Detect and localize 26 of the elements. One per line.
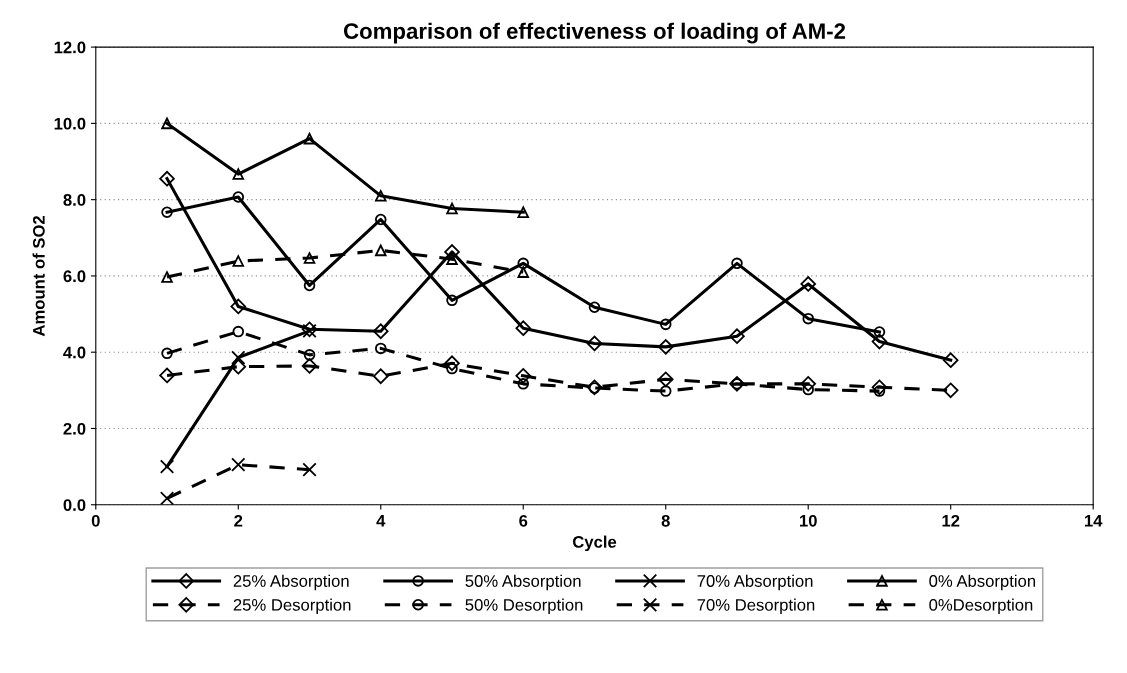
y-tick-label: 0.0 bbox=[63, 499, 86, 511]
legend-label: 25% Desorption bbox=[233, 598, 351, 615]
y-tick-label: 6.0 bbox=[63, 270, 86, 283]
legend-label: 0%Desorption bbox=[929, 598, 1033, 615]
x-tick-label: 2 bbox=[234, 514, 243, 527]
x-tick-label: 8 bbox=[661, 514, 670, 527]
x-tick-label: 12 bbox=[942, 514, 960, 527]
y-axis-title: Amount of SO2 bbox=[32, 215, 45, 337]
legend-label: 25% Absorption bbox=[233, 574, 349, 591]
chart-title: Comparison of effectiveness of loading of AM-2 bbox=[343, 22, 846, 44]
x-tick-label: 14 bbox=[1084, 515, 1103, 527]
x-tick-label: 0 bbox=[91, 514, 100, 527]
legend-label: 50% Absorption bbox=[465, 574, 581, 591]
legend-label: 0% Absorption bbox=[929, 574, 1036, 591]
y-tick-label: 12.0 bbox=[54, 41, 86, 54]
y-tick-label: 4.0 bbox=[63, 346, 86, 359]
legend-label: 50% Desorption bbox=[465, 598, 583, 615]
y-tick-label: 2.0 bbox=[63, 422, 86, 435]
legend-label: 70% Desorption bbox=[697, 598, 815, 615]
x-tick-label: 6 bbox=[519, 514, 528, 527]
y-tick-label: 10.0 bbox=[54, 117, 86, 130]
x-tick-label: 10 bbox=[800, 514, 817, 527]
legend-label: 70% Absorption bbox=[697, 574, 813, 591]
x-tick-label: 4 bbox=[376, 515, 386, 527]
x-axis-title: Cycle bbox=[572, 535, 617, 552]
y-tick-label: 8.0 bbox=[63, 194, 86, 206]
